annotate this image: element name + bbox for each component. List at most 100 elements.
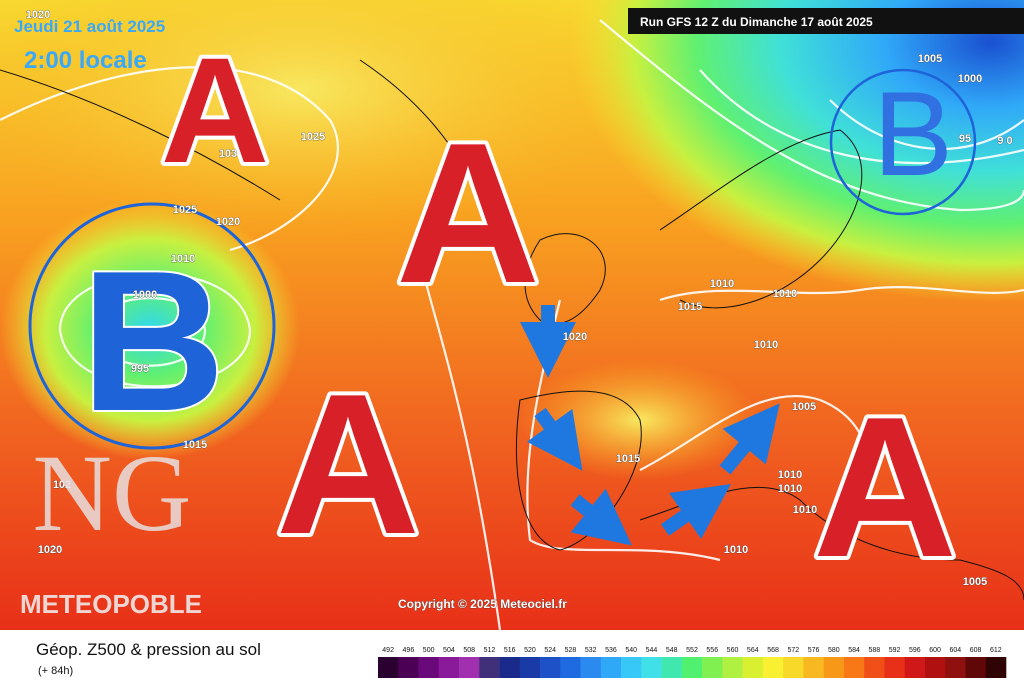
- isobar: [829, 99, 1024, 150]
- isobar-label: 1010: [778, 469, 802, 481]
- isobar-label: 9 0: [997, 135, 1012, 147]
- high-marker: A: [276, 353, 420, 576]
- isobar: [58, 272, 252, 388]
- isobar: [418, 259, 502, 631]
- scale-swatch: [884, 657, 906, 678]
- scale-swatch: [438, 657, 460, 678]
- scale-label: 584: [848, 647, 860, 654]
- coastline: [524, 233, 606, 325]
- isobar-label: 995: [131, 363, 149, 375]
- scale-label: 548: [666, 647, 678, 654]
- scale-swatch: [580, 657, 602, 678]
- scale-label: 568: [767, 647, 779, 654]
- coastline: [659, 129, 863, 309]
- isobar: [659, 286, 1024, 302]
- scale-swatch: [702, 657, 723, 678]
- isobar-label: 1010: [724, 544, 748, 556]
- isobar-label: 1015: [616, 453, 640, 465]
- scale-swatch: [479, 657, 500, 678]
- scale-swatch: [499, 657, 521, 678]
- isobar-label: 1020: [216, 216, 240, 228]
- scale-swatch: [378, 657, 399, 678]
- isobar: [639, 394, 871, 521]
- isobar-label: 103: [219, 148, 237, 160]
- arrow: [570, 488, 632, 546]
- scale-label: 564: [747, 647, 759, 654]
- scale-label: 528: [565, 647, 577, 654]
- scale-label: 604: [950, 647, 962, 654]
- low-marker: B: [873, 67, 953, 201]
- isobar-label: 1010: [793, 504, 817, 516]
- scale-label: 544: [646, 647, 658, 654]
- isobar-label: 1015: [678, 301, 702, 313]
- isobar-label: 1005: [918, 53, 942, 65]
- scale-label: 592: [889, 647, 901, 654]
- isobar: [599, 19, 1024, 212]
- coastline: [0, 59, 481, 201]
- pressure-centers: A A A A B B A: [28, 26, 977, 599]
- scale-label: 524: [544, 647, 556, 654]
- flow-arrows: [520, 305, 780, 546]
- run-info: Run GFS 12 Z du Dimanche 17 août 2025: [640, 15, 873, 29]
- scale-swatch: [722, 657, 743, 678]
- isobar-labels: 1020 1025 103 1025 1020 1010 1000 995 1015 102 102…: [25, 9, 1012, 589]
- scale-label: 556: [706, 647, 718, 654]
- scale-swatch: [965, 657, 987, 678]
- isobar-label: 95: [959, 133, 971, 145]
- scale-label: 572: [787, 647, 799, 654]
- scale-swatch: [945, 657, 966, 678]
- scale-label: 536: [605, 647, 617, 654]
- scale-swatch: [742, 657, 764, 678]
- time: 2:00 locale: [24, 47, 147, 74]
- scale-swatch: [681, 657, 703, 678]
- isobar-label: 1010: [710, 278, 734, 290]
- scale-swatch: [762, 657, 784, 678]
- watermark-brand: METEOPOBLE: [20, 589, 202, 619]
- scale-swatch: [823, 657, 845, 678]
- isobar-label: 1005: [963, 576, 987, 588]
- scale-swatch: [904, 657, 926, 678]
- scale-swatch: [864, 657, 885, 678]
- isobar-label: 1025: [173, 204, 197, 216]
- arrow: [660, 483, 731, 539]
- high-marker: A: [396, 102, 540, 325]
- high-marker: A: [813, 376, 957, 599]
- scale-swatch: [519, 657, 541, 678]
- scale-swatch: [459, 657, 480, 678]
- scale-swatch: [783, 657, 804, 678]
- scale-swatch: [661, 657, 683, 678]
- isobar-label: 1000: [958, 73, 982, 85]
- scale-label: 600: [929, 647, 941, 654]
- isobar-label: 1020: [563, 331, 587, 343]
- scale-label: 608: [970, 647, 982, 654]
- legend-title: Géop. Z500 & pression au sol: [36, 640, 261, 659]
- isobar: [699, 69, 1024, 165]
- scale-label: 532: [585, 647, 597, 654]
- low-marker: B: [81, 230, 225, 453]
- isobar-label: 1015: [183, 439, 207, 451]
- scale-swatch: [803, 657, 824, 678]
- scale-swatch: [641, 657, 662, 678]
- low-circle: [829, 68, 977, 216]
- scale-label: 520: [524, 647, 536, 654]
- date: Jeudi 21 août 2025: [14, 17, 165, 36]
- arrow: [526, 407, 583, 471]
- scale-swatch: [924, 657, 946, 678]
- scale-label: 516: [504, 647, 516, 654]
- high-marker: A: [161, 26, 269, 194]
- copyright: Copyright © 2025 Meteociel.fr: [398, 597, 567, 611]
- isobar-label: 1005: [792, 401, 816, 413]
- scale-swatch: [560, 657, 581, 678]
- scale-label: 512: [484, 647, 496, 654]
- isobar: [0, 66, 339, 252]
- scale-swatch: [398, 657, 419, 678]
- scale-label: 576: [808, 647, 820, 654]
- field-low-north: [360, 0, 1024, 380]
- isobar-label: 1010: [773, 288, 797, 300]
- isobar-label: 1020: [26, 9, 50, 21]
- scale-label: 560: [727, 647, 739, 654]
- scale-swatch: [600, 657, 622, 678]
- scale-swatch: [621, 657, 642, 678]
